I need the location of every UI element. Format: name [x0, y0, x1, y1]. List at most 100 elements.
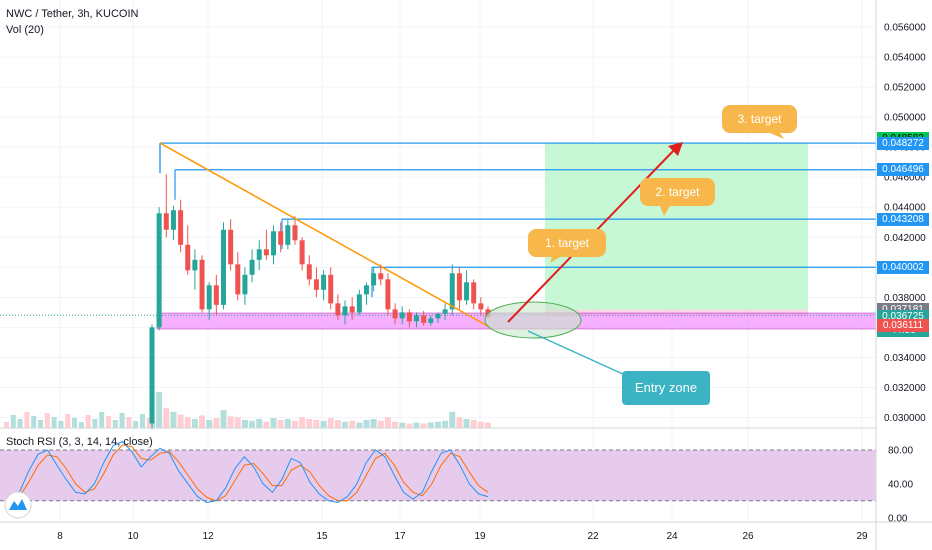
candle-body: [306, 264, 312, 280]
volume-bar: [306, 419, 313, 428]
volume-bar: [256, 419, 263, 428]
volume-bar: [112, 420, 118, 428]
candle-body: [399, 312, 405, 319]
candle-body: [478, 303, 484, 310]
time-tick-label: 19: [474, 531, 486, 542]
rsi-tick-label: 80.00: [888, 445, 913, 456]
time-tick-label: 29: [856, 531, 868, 542]
price-tag: 0.040002: [877, 260, 929, 274]
volume-bar: [220, 410, 227, 428]
candle-body: [356, 294, 362, 313]
time-tick-label: 24: [666, 531, 678, 542]
candle-body: [349, 306, 355, 313]
target2-callout: 2. target: [640, 178, 715, 216]
candle-body: [471, 282, 477, 304]
volume-indicator-label[interactable]: Vol (20): [6, 24, 44, 36]
stoch-rsi-label[interactable]: Stoch RSI (3, 3, 14, 14, close): [6, 436, 153, 448]
candle-body: [435, 313, 441, 319]
price-tick-label: 0.054000: [884, 53, 926, 64]
time-tick-label: 17: [394, 531, 406, 542]
volume-bar: [234, 417, 241, 428]
price-tick-label: 0.032000: [884, 383, 926, 394]
candle-body: [292, 225, 298, 241]
tradingview-logo-icon: [4, 491, 32, 519]
target1-callout: 1. target: [528, 229, 606, 263]
price-tick-label: 0.042000: [884, 233, 926, 244]
volume-bar: [477, 421, 484, 428]
rsi-tick-label: 40.00: [888, 479, 913, 490]
candle-body: [278, 231, 284, 245]
volume-bars: [4, 392, 491, 428]
volume-bar: [356, 422, 363, 428]
volume-bar: [463, 419, 470, 428]
price-tick-label: 0.044000: [884, 203, 926, 214]
symbol-title[interactable]: NWC / Tether, 3h, KUCOIN: [6, 8, 139, 20]
candle-body: [464, 282, 470, 301]
price-tag: 0.036111: [877, 319, 929, 333]
volume-bar: [191, 419, 198, 428]
arrow-head-icon: [668, 142, 683, 156]
volume-bar: [177, 414, 184, 428]
candle-body: [328, 274, 334, 304]
candle-body: [363, 285, 369, 295]
volume-bar: [470, 419, 477, 428]
volume-bar: [249, 420, 256, 428]
volume-bar: [72, 418, 77, 428]
candle-body: [271, 231, 277, 256]
volume-bar: [38, 420, 43, 428]
candle-body: [249, 259, 255, 275]
candle-body: [163, 213, 169, 230]
candle-body: [449, 273, 455, 310]
candle-body: [192, 259, 198, 271]
volume-bar: [456, 417, 463, 428]
price-tag: 0.048272: [877, 136, 929, 150]
time-tick-label: 15: [316, 531, 328, 542]
entry-zone-label: Entry zone: [634, 380, 698, 395]
volume-bar: [24, 412, 30, 428]
volume-bar: [342, 421, 349, 428]
candle-body: [421, 315, 427, 323]
volume-bar: [213, 418, 220, 428]
time-tick-label: 26: [742, 531, 754, 542]
candle-body: [178, 210, 184, 245]
volume-bar: [277, 419, 284, 428]
volume-bar: [377, 420, 384, 428]
volume-bar: [270, 418, 277, 428]
volume-bar: [241, 419, 248, 428]
price-tick-label: 0.046000: [884, 173, 926, 184]
volume-bar: [126, 417, 132, 428]
time-tick-label: 8: [57, 531, 63, 542]
candle-body: [385, 279, 391, 310]
candle-body: [442, 309, 448, 314]
volume-bar: [65, 414, 71, 428]
target3-callout: 3. target: [722, 105, 797, 139]
entry-zone-callout: Entry zone: [622, 371, 710, 405]
volume-bar: [349, 420, 356, 428]
target2-label: 2. target: [655, 185, 700, 199]
candle-body: [428, 318, 434, 323]
price-tag: 0.046496: [877, 163, 929, 177]
candle-body: [235, 264, 241, 295]
price-tick-label: 0.030000: [884, 413, 926, 424]
time-tick-label: 10: [127, 531, 139, 542]
candle-body: [371, 273, 377, 286]
volume-bar: [291, 420, 298, 428]
candle-body: [220, 229, 226, 305]
volume-bar: [92, 419, 98, 428]
volume-bar: [44, 413, 50, 428]
volume-bar: [4, 422, 9, 428]
candle-body: [228, 229, 234, 265]
candle-body: [335, 303, 341, 316]
candle-body: [299, 240, 305, 265]
target3-label: 3. target: [737, 112, 782, 126]
candle-body: [206, 285, 212, 310]
volume-bar: [320, 420, 327, 428]
price-tick-label: 0.034000: [884, 353, 926, 364]
volume-bar: [284, 419, 291, 428]
target-zone: [545, 143, 808, 310]
grid: [0, 0, 876, 522]
volume-bar: [170, 411, 177, 428]
candle-body: [263, 249, 269, 256]
volume-bar: [406, 423, 413, 428]
